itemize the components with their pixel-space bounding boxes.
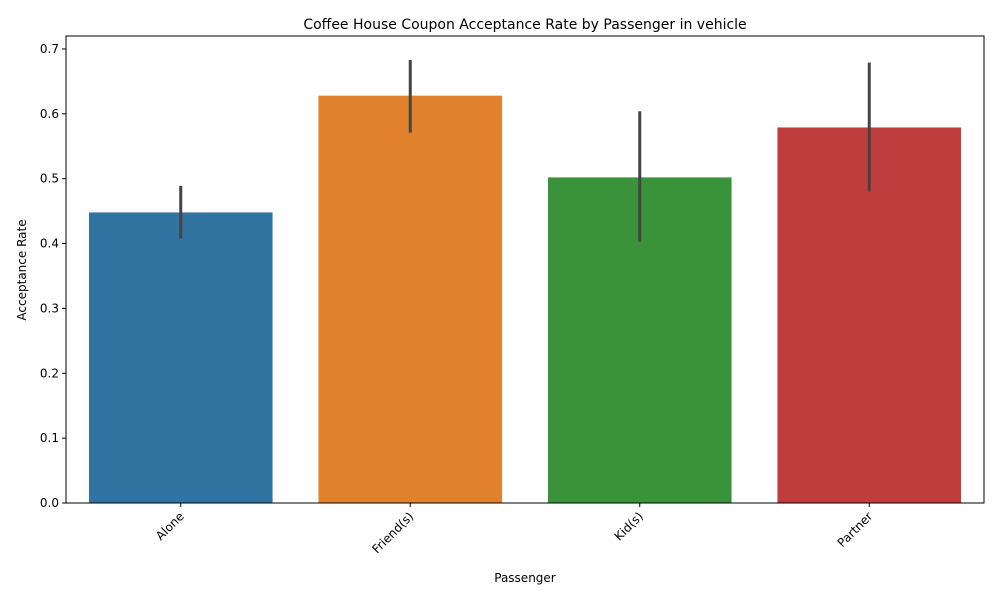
y-tick-label: 0.4 bbox=[40, 237, 59, 251]
y-tick-label: 0.3 bbox=[40, 301, 59, 315]
chart-title: Coffee House Coupon Acceptance Rate by P… bbox=[303, 17, 746, 33]
y-axis-label: Acceptance Rate bbox=[15, 219, 29, 320]
y-tick-label: 0.5 bbox=[40, 172, 59, 186]
plot-frame bbox=[65, 35, 985, 504]
bar-alone bbox=[88, 212, 273, 503]
y-tick-label: 0.7 bbox=[40, 42, 59, 56]
bars bbox=[88, 95, 962, 504]
x-axis: Alone Friend(s) Kid(s) Partner bbox=[153, 503, 875, 556]
y-axis: 0.0 0.1 0.2 0.3 0.4 0.5 0.6 0.7 bbox=[40, 42, 66, 510]
error-bars bbox=[179, 59, 871, 242]
y-tick-label: 0.1 bbox=[40, 431, 59, 445]
bar-friend-s bbox=[318, 95, 503, 503]
y-tick-label: 0.2 bbox=[40, 366, 59, 380]
x-tick-label: Friend(s) bbox=[369, 509, 416, 556]
x-tick-label: Alone bbox=[153, 509, 187, 543]
x-tick-label: Partner bbox=[835, 509, 876, 550]
x-axis-label: Passenger bbox=[494, 571, 556, 585]
x-tick-label: Kid(s) bbox=[612, 509, 646, 543]
y-tick-label: 0.6 bbox=[40, 107, 59, 121]
y-tick-label: 0.0 bbox=[40, 496, 59, 510]
